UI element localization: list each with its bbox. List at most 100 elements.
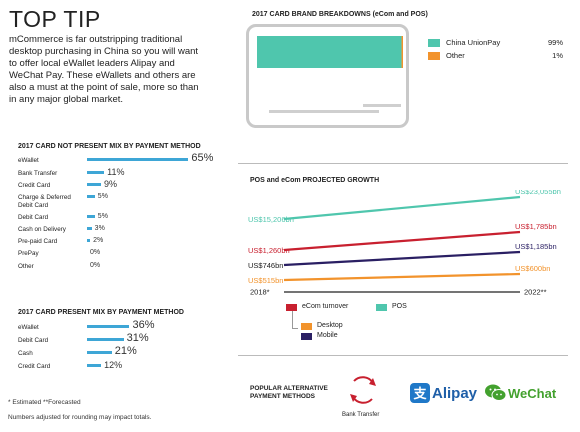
cnp-label: Cash on Delivery [18, 226, 66, 233]
cnp-value: 0% [90, 249, 101, 256]
x-tick-2018: 2018* [250, 288, 270, 297]
mobile-swatch [301, 333, 312, 340]
cp-label: Cash [18, 350, 33, 357]
desktop-line [283, 272, 521, 282]
start-value-label: US$746bn [248, 261, 283, 270]
desktop-swatch [301, 323, 312, 330]
china-unionpay-share-bar [257, 36, 402, 68]
cnp-label: PrePay [18, 250, 39, 257]
footnote-estimated: * Estimated **Forecasted [8, 399, 81, 406]
ecom-turnover-line [283, 230, 521, 252]
cp-value: 12% [104, 360, 123, 370]
card-number-line [269, 110, 379, 113]
legend-desktop: Desktop [301, 322, 361, 332]
bank-transfer-icon [350, 376, 376, 404]
legend-mobile: Mobile [301, 332, 361, 342]
card-brand-stripe [257, 36, 403, 68]
china-unionpay-label: China UnionPay [446, 38, 501, 47]
card-brand-title: 2017 CARD BRAND BREAKDOWNS (eCom and POS… [252, 11, 428, 18]
cp-value: 31% [126, 332, 149, 344]
end-value-label: US$600bn [515, 264, 550, 273]
other-label: Other [446, 51, 465, 60]
pos-swatch [376, 304, 387, 311]
mobile-line [283, 250, 521, 267]
cp-bar [87, 338, 124, 341]
cnp-bar [87, 183, 102, 186]
cnp-value: 9% [104, 179, 118, 189]
end-value-label: US$1,785bn [515, 222, 557, 231]
legend-connector-h [292, 328, 298, 329]
end-value-label: US$23,055bn [515, 190, 561, 196]
cnp-label: Credit Card [18, 182, 51, 189]
cnp-label: Debit Card [18, 214, 49, 221]
alt-methods-title: POPULAR ALTERNATIVE PAYMENT METHODS [250, 385, 328, 400]
cp-value: 21% [114, 345, 137, 357]
cnp-bar [87, 171, 105, 174]
alipay-logo-text: Alipay [432, 385, 478, 402]
china-unionpay-swatch [428, 39, 440, 47]
cp-label: Credit Card [18, 363, 51, 370]
start-value-label: US$15,206bn [248, 215, 294, 224]
x-tick-2022: 2022** [524, 288, 547, 297]
cnp-bar [87, 227, 92, 230]
cnp-bar [87, 195, 95, 198]
cnp-value: 0% [90, 262, 101, 269]
cp-bar [87, 325, 130, 328]
other-share-bar [401, 36, 403, 68]
alipay-icon: 支 [410, 383, 430, 403]
start-value-label: US$1,260bn [248, 246, 290, 255]
card-illustration [246, 24, 409, 128]
other-value: 1% [552, 51, 563, 60]
footnote-rounding: Numbers adjusted for rounding may impact… [8, 414, 152, 421]
legend-ecom: eCom turnover [286, 303, 356, 313]
card-not-present-title: 2017 CARD NOT PRESENT MIX BY PAYMENT MET… [18, 143, 201, 150]
cnp-label: Bank Transfer [18, 170, 58, 177]
cp-bar [87, 351, 112, 354]
desktop-legend-label: Desktop [317, 322, 343, 329]
mobile-legend-label: Mobile [317, 332, 338, 339]
pos-legend-label: POS [392, 303, 407, 310]
cnp-bar [87, 215, 95, 218]
wechat-logo-text: WeChat [508, 386, 557, 401]
divider-bottom [238, 355, 568, 356]
other-swatch [428, 52, 440, 60]
legend-connector [292, 311, 293, 329]
end-value-label: US$1,185bn [515, 242, 557, 251]
cnp-label: Pre-paid Card [18, 238, 58, 245]
cnp-value: 3% [94, 225, 105, 232]
cnp-bar [87, 239, 91, 242]
pos-line [283, 195, 521, 221]
cp-label: eWallet [18, 324, 39, 331]
cp-bar [87, 364, 102, 367]
cnp-label: eWallet [18, 157, 39, 164]
cnp-bar [87, 158, 189, 161]
legend-other: Other 1% [428, 51, 568, 61]
ecom-swatch [286, 304, 297, 311]
card-not-present-chart: eWallet 65% Bank Transfer 11% Credit Card 9% C… [18, 152, 218, 277]
divider [238, 163, 568, 164]
growth-title: POS and eCom PROJECTED GROWTH [250, 177, 380, 184]
growth-chart: 2018* 2022** US$15,206bn US$23,055bn US$1,26… [248, 190, 561, 297]
start-value-label: US$515bn [248, 276, 283, 285]
svg-text:支: 支 [412, 386, 427, 402]
cnp-value: 11% [107, 167, 125, 177]
card-present-chart: eWallet 36% Debit Card 31% Cash 21% Credit Car… [18, 319, 218, 374]
cnp-value: 5% [97, 213, 108, 220]
cnp-value: 5% [97, 193, 108, 200]
bank-transfer-label: Bank Transfer [342, 412, 380, 418]
ecom-legend-label: eCom turnover [302, 303, 349, 310]
cnp-value: 2% [93, 237, 104, 244]
top-tip-title: TOP TIP [9, 6, 101, 32]
cnp-label: Charge & Deferred Debit Card [18, 194, 71, 209]
card-present-title: 2017 CARD PRESENT MIX BY PAYMENT METHOD [18, 309, 184, 316]
cp-label: Debit Card [18, 337, 49, 344]
legend-pos: POS [376, 303, 426, 313]
legend-china-unionpay: China UnionPay 99% [428, 38, 568, 48]
wechat-icon [485, 384, 507, 401]
cnp-value: 65% [191, 152, 214, 164]
cnp-label: Other [18, 263, 34, 270]
cp-value: 36% [132, 319, 155, 331]
top-tip-body: mCommerce is far outstripping traditiona… [9, 34, 199, 105]
card-expiry-line [363, 104, 401, 107]
china-unionpay-value: 99% [547, 38, 563, 47]
